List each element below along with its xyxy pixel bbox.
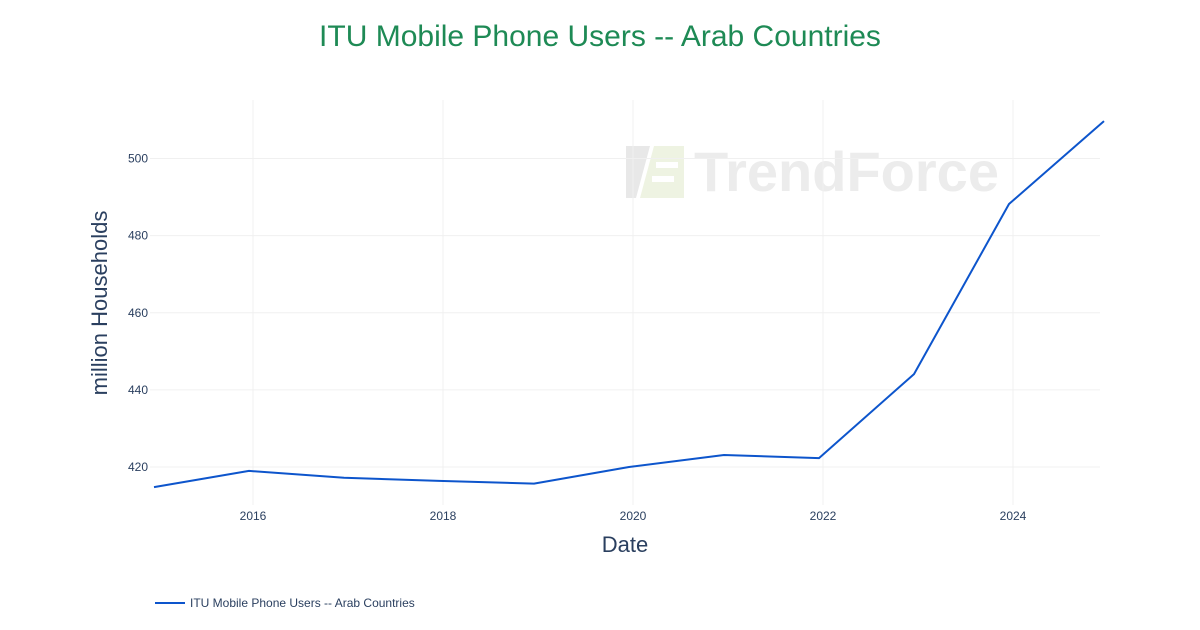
data-series-line[interactable] bbox=[153, 120, 1105, 489]
legend[interactable]: ITU Mobile Phone Users -- Arab Countries bbox=[155, 596, 415, 610]
y-tick-label: 500 bbox=[128, 152, 148, 166]
x-axis-label: Date bbox=[601, 532, 649, 557]
legend-line-swatch-icon bbox=[155, 602, 185, 604]
y-tick-label: 480 bbox=[128, 229, 148, 243]
x-tick-label: 2018 bbox=[430, 509, 457, 523]
y-tick-label: 440 bbox=[128, 383, 148, 397]
x-tick-label: 2022 bbox=[810, 509, 837, 523]
chart-title: ITU Mobile Phone Users -- Arab Countries bbox=[319, 20, 881, 53]
y-axis-label: million Households bbox=[87, 210, 112, 396]
y-tick-label: 420 bbox=[128, 460, 148, 474]
y-tick-label: 460 bbox=[128, 306, 148, 320]
x-tick-label: 2020 bbox=[620, 509, 647, 523]
watermark-text: TrendForce bbox=[694, 140, 999, 203]
x-tick-label: 2024 bbox=[1000, 509, 1027, 523]
legend-item-label[interactable]: ITU Mobile Phone Users -- Arab Countries bbox=[190, 596, 415, 610]
x-tick-label: 2016 bbox=[240, 509, 267, 523]
